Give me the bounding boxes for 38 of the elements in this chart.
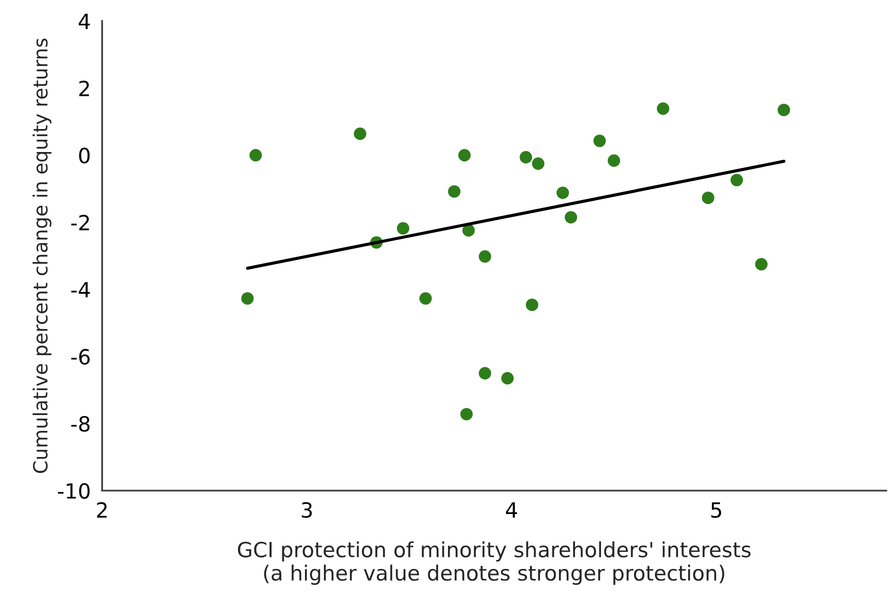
point xyxy=(755,258,768,270)
point xyxy=(608,154,620,167)
x-tick-label: 5 xyxy=(711,502,722,518)
y-tick-label: -2 xyxy=(71,214,89,230)
point xyxy=(556,186,569,200)
point xyxy=(702,192,714,204)
y-tick-label: -4 xyxy=(71,282,90,298)
y-tick-label: 0 xyxy=(79,148,90,164)
x-axis-title: GCI protection of minority shareholders' interests (a higher value denotes stronger protection) xyxy=(238,541,751,585)
point xyxy=(249,149,262,162)
y-tick-label: -6 xyxy=(71,348,90,365)
point xyxy=(564,211,578,224)
point xyxy=(730,174,743,186)
y-axis-title: Cumulative percent change in equity returns xyxy=(32,38,52,473)
point xyxy=(448,185,460,198)
y-tick-label: 2 xyxy=(79,80,89,96)
y-tick-label: 4 xyxy=(78,14,90,29)
point xyxy=(478,367,492,380)
y-tick-label: -10 xyxy=(58,483,90,499)
point xyxy=(501,372,514,384)
point xyxy=(532,157,544,170)
point xyxy=(593,134,606,148)
point xyxy=(526,298,538,312)
x-tick-label: 3 xyxy=(302,502,312,518)
point xyxy=(419,292,432,305)
point xyxy=(478,250,492,263)
point xyxy=(354,128,366,140)
x-tick-label: 2 xyxy=(97,502,107,518)
point xyxy=(396,222,410,235)
point xyxy=(458,149,471,162)
point xyxy=(778,104,790,116)
y-tick-label: -8 xyxy=(71,416,90,432)
point xyxy=(462,224,475,237)
point xyxy=(520,151,532,164)
point xyxy=(460,408,473,420)
x-tick-label: 4 xyxy=(506,502,518,518)
point xyxy=(241,292,254,305)
point xyxy=(656,102,670,115)
